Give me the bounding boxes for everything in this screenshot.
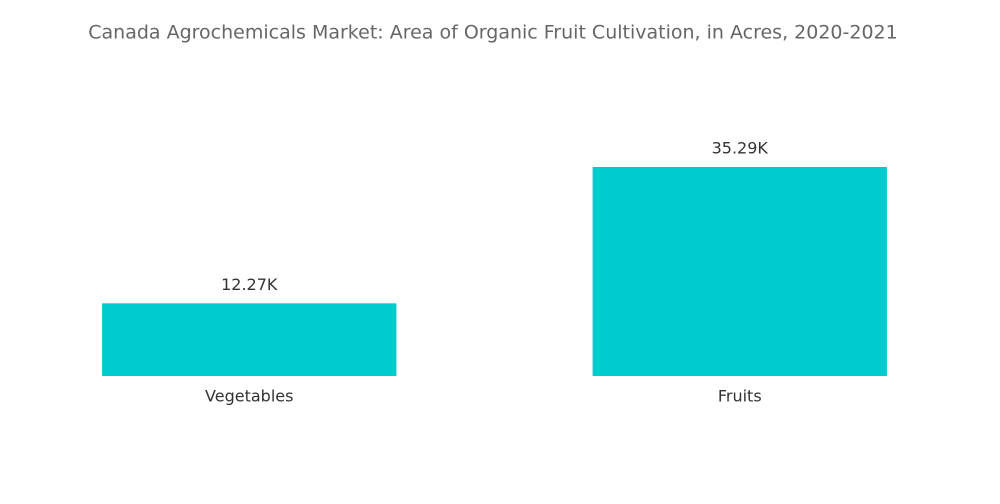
x-tick-label: Vegetables bbox=[205, 387, 293, 406]
bar bbox=[102, 303, 397, 376]
bar bbox=[592, 167, 887, 376]
chart-title: Canada Agrochemicals Market: Area of Org… bbox=[88, 22, 897, 44]
x-tick-label: Fruits bbox=[718, 387, 762, 406]
value-label: 35.29K bbox=[712, 139, 769, 158]
value-label: 12.27K bbox=[221, 275, 278, 294]
